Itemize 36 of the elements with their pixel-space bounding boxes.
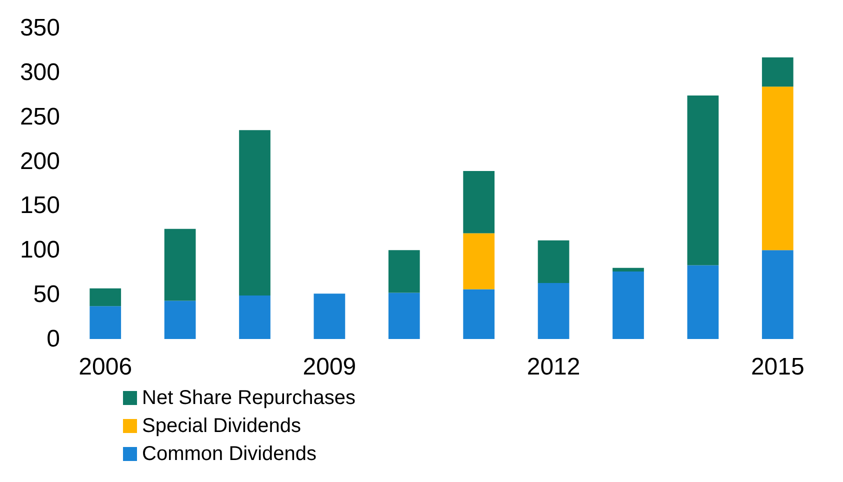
x-tick-label: 2015 [750,354,804,380]
bar [314,294,346,339]
bar [687,265,719,339]
bar [612,271,644,339]
bar [538,240,570,284]
bar [612,268,644,272]
x-tick-label: 2012 [526,354,580,380]
bar [388,250,420,293]
bar [164,228,196,301]
bar [388,292,420,339]
y-tick-label: 150 [20,192,60,220]
bar [463,289,495,339]
bar [239,130,270,296]
bar [687,96,719,266]
x-tick-label: 2006 [78,354,132,380]
bar [463,171,495,234]
bar [538,283,570,339]
bar [239,295,270,339]
y-tick-label: 0 [46,326,60,352]
x-tick-label: 2009 [302,354,356,380]
legend-label: Net Share Repurchases [142,387,434,409]
bar [463,233,495,290]
y-tick-label: 100 [20,236,60,264]
bar [762,57,794,87]
y-tick-label: 250 [20,103,60,130]
y-tick-label: 50 [33,281,60,308]
legend-label: Special Dividends [142,415,379,437]
y-tick-label: 200 [20,148,60,175]
y-tick-label: 350 [20,14,60,42]
bar [762,250,794,339]
legend-label: Common Dividends [142,443,394,465]
bar [762,86,794,250]
bar [90,306,122,339]
bar [164,300,196,339]
y-tick-label: 300 [20,58,60,86]
bar [90,288,122,306]
